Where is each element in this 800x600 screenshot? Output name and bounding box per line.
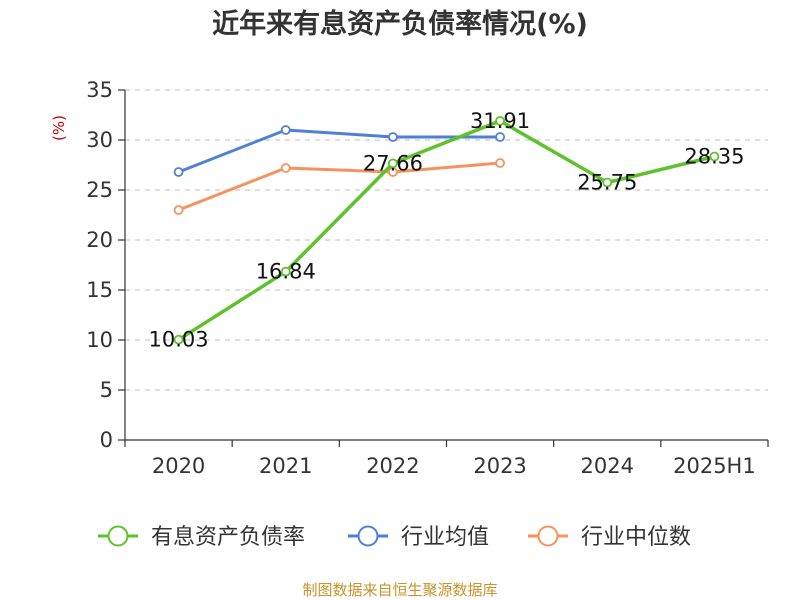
legend-swatch-marker bbox=[357, 525, 379, 547]
series-0-point bbox=[388, 158, 398, 169]
legend-swatch-marker bbox=[107, 525, 129, 547]
legend: 有息资产负债率 行业均值 行业中位数 bbox=[98, 525, 691, 550]
y-tick-label: 5 bbox=[100, 378, 113, 402]
x-tick-label: 2024 bbox=[581, 454, 634, 478]
x-tick-label: 2021 bbox=[259, 454, 312, 478]
x-tick-label: 2025H1 bbox=[673, 454, 756, 478]
legend-item-1: 行业均值 bbox=[348, 525, 489, 550]
y-tick-label: 25 bbox=[86, 178, 113, 202]
series-0-point bbox=[495, 116, 505, 126]
legend-item-2: 行业中位数 bbox=[528, 525, 691, 550]
y-axis-unit-label: (%) bbox=[50, 115, 68, 141]
series-2-point bbox=[173, 205, 184, 215]
data-label: 28.35 bbox=[684, 145, 744, 169]
x-tick-label: 2020 bbox=[152, 454, 205, 478]
series-0-point bbox=[280, 266, 291, 277]
grid-lines bbox=[125, 89, 768, 391]
legend-label: 有息资产负债率 bbox=[151, 525, 305, 550]
data-label: 10.03 bbox=[149, 328, 209, 352]
y-tick-label: 15 bbox=[86, 278, 113, 302]
data-label: 27.66 bbox=[363, 151, 423, 175]
x-tick-label: 2023 bbox=[473, 454, 526, 478]
y-tick-label: 35 bbox=[86, 78, 113, 102]
series-0-point bbox=[602, 177, 613, 188]
series-1-point bbox=[280, 125, 291, 135]
series-2-line bbox=[178, 161, 501, 212]
series-1-point bbox=[388, 132, 398, 142]
legend-item-0: 有息资产负债率 bbox=[98, 525, 305, 550]
data-labels: 10.03 16.84 27.66 31.91 25.75 28.35 bbox=[149, 109, 745, 352]
series-2-point bbox=[495, 158, 505, 168]
chart-title: 近年来有息资产负债率情况(%) bbox=[212, 8, 588, 40]
x-tick-label: 2022 bbox=[366, 454, 419, 478]
series-1-point bbox=[495, 132, 505, 142]
series-lines bbox=[173, 116, 720, 345]
data-label: 16.84 bbox=[256, 260, 316, 284]
legend-label: 行业中位数 bbox=[581, 525, 691, 550]
axes: 0 5 10 15 20 25 30 35 2020 2021 2022 2023 2024 2025H1 bbox=[86, 78, 769, 478]
y-tick-label: 30 bbox=[86, 128, 113, 152]
series-0-point bbox=[173, 334, 184, 345]
legend-label: 行业均值 bbox=[401, 525, 489, 550]
series-0-point bbox=[709, 151, 720, 162]
source-note: 制图数据来自恒生聚源数据库 bbox=[302, 581, 497, 599]
legend-swatch-marker bbox=[537, 525, 559, 547]
series-1-line bbox=[178, 128, 501, 174]
data-label: 31.91 bbox=[470, 109, 530, 133]
data-label: 25.75 bbox=[577, 171, 637, 195]
series-0-line bbox=[177, 119, 715, 342]
y-tick-label: 0 bbox=[100, 428, 113, 452]
series-2-point bbox=[280, 163, 291, 173]
series-1-point bbox=[173, 167, 184, 177]
y-tick-label: 10 bbox=[86, 328, 113, 352]
y-tick-label: 20 bbox=[86, 228, 113, 252]
